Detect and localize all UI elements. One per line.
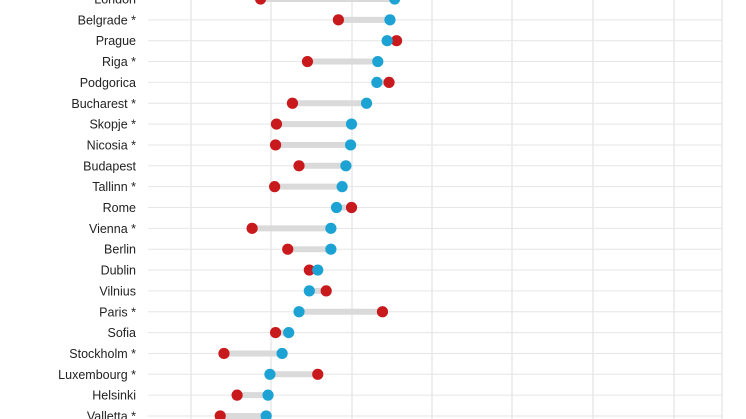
- blue-dot: [372, 55, 384, 68]
- row-lines: [148, 19, 722, 417]
- city-label: Berlin: [104, 243, 136, 257]
- blue-dot: [344, 139, 357, 151]
- red-dot: [270, 118, 283, 130]
- blue-dot: [340, 160, 352, 172]
- red-dot: [390, 35, 403, 47]
- data-points: [214, 0, 403, 419]
- city-label: Podgorica: [80, 76, 136, 90]
- blue-dot: [312, 264, 324, 276]
- red-dot: [293, 160, 305, 172]
- red-dot: [246, 222, 258, 234]
- city-label: Budapest: [83, 159, 136, 173]
- city-label: Helsinki: [92, 389, 136, 403]
- red-dot: [312, 368, 324, 380]
- city-label: Prague: [96, 34, 136, 48]
- city-label: Valletta *: [87, 410, 136, 419]
- city-label: Sofia: [108, 326, 137, 340]
- blue-dot: [371, 76, 383, 88]
- red-dot: [231, 389, 243, 401]
- city-label: Luxembourg *: [58, 368, 136, 382]
- city-label: London: [94, 0, 136, 7]
- red-dot: [345, 201, 358, 214]
- red-dot: [269, 181, 281, 193]
- red-dot: [303, 264, 315, 276]
- blue-dot: [325, 222, 337, 234]
- red-dot: [255, 0, 267, 5]
- blue-dot: [336, 181, 348, 193]
- blue-dot: [264, 368, 276, 380]
- red-dot: [282, 243, 294, 255]
- red-dot: [286, 97, 299, 109]
- city-label: Vilnius: [99, 284, 136, 298]
- red-dot: [301, 55, 314, 68]
- red-dot: [269, 327, 282, 339]
- city-label: Nicosia *: [87, 138, 136, 152]
- city-label: Paris *: [99, 305, 136, 319]
- blue-dot: [330, 201, 343, 214]
- city-label: Vienna *: [89, 222, 136, 236]
- blue-dot: [293, 306, 305, 318]
- city-label: Riga *: [102, 55, 136, 69]
- city-label: Tallinn *: [92, 180, 136, 194]
- blue-dot: [283, 327, 295, 339]
- city-label: Dublin: [101, 264, 136, 278]
- city-labels: London Belgrade * Prague Riga * Podgorica Buc…: [58, 0, 136, 419]
- blue-dot: [360, 97, 373, 109]
- red-dot: [269, 139, 282, 151]
- red-dot: [376, 306, 389, 318]
- city-label: Skopje *: [89, 118, 136, 132]
- red-dot: [320, 285, 332, 297]
- city-label: Rome: [103, 201, 136, 215]
- blue-dot: [384, 14, 396, 26]
- red-dot: [332, 14, 344, 26]
- blue-dot: [381, 35, 393, 47]
- blue-dot: [262, 389, 274, 401]
- blue-dot: [276, 347, 288, 360]
- blue-dot: [260, 410, 272, 419]
- blue-dot: [303, 285, 315, 297]
- city-label: Stockholm *: [69, 347, 136, 361]
- blue-dot: [389, 0, 401, 5]
- red-dot: [214, 410, 226, 419]
- city-label: Bucharest *: [71, 97, 136, 111]
- red-dot: [218, 347, 230, 360]
- blue-dot: [325, 243, 337, 255]
- blue-dot: [345, 118, 358, 130]
- city-label: Belgrade *: [78, 13, 137, 27]
- red-dot: [383, 76, 395, 88]
